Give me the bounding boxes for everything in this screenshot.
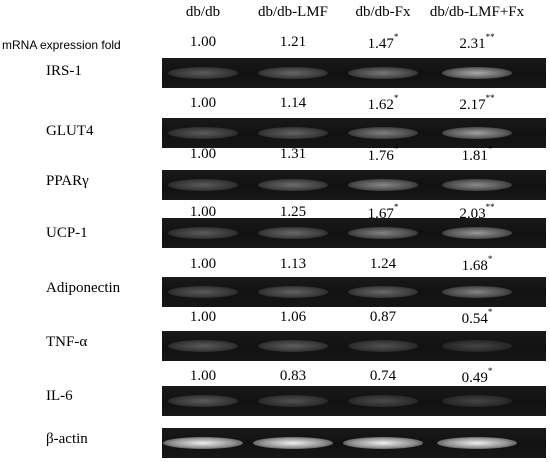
actin-band (163, 437, 243, 449)
gene-label: UCP-1 (46, 225, 88, 241)
fold-value: 2.17** (459, 93, 495, 113)
actin-band (253, 437, 333, 449)
gel-lane-strip (162, 58, 546, 88)
fold-value: 0.54* (461, 307, 493, 327)
gel-lane-strip (162, 118, 546, 148)
gel-band (348, 286, 418, 298)
loading-control-strip (162, 428, 546, 458)
gel-band (442, 227, 512, 239)
gel-band (168, 67, 238, 79)
fold-value: 1.25 (279, 204, 307, 220)
gene-label: Adiponectin (46, 280, 121, 296)
fold-value: 1.00 (189, 146, 217, 162)
column-header: db/db-Fx (355, 4, 411, 20)
gel-lane-strip (162, 277, 546, 307)
gel-band (442, 127, 512, 139)
gel-band (258, 227, 328, 239)
gel-band (442, 340, 512, 352)
significance-mark: ** (485, 32, 495, 42)
significance-mark: * (487, 144, 493, 154)
significance-mark: ** (485, 93, 495, 103)
gene-label: GLUT4 (46, 123, 94, 139)
fold-value: 1.00 (189, 204, 217, 220)
gel-band (168, 227, 238, 239)
gel-lane-strip (162, 170, 546, 200)
significance-mark: * (487, 307, 493, 317)
gel-band (168, 340, 238, 352)
gene-label: IL-6 (46, 388, 73, 404)
gene-label: PPARγ (46, 173, 89, 189)
gel-band (168, 395, 238, 407)
fold-value: 1.68* (461, 254, 493, 274)
mrna-expression-fold-label: mRNA expression fold (2, 38, 121, 52)
gel-band (348, 227, 418, 239)
fold-value: 0.74 (369, 368, 397, 384)
significance-mark: * (393, 93, 399, 103)
gel-band (168, 286, 238, 298)
significance-mark: * (393, 202, 399, 212)
actin-band (343, 437, 423, 449)
fold-value: 1.81* (461, 144, 493, 164)
column-header: db/db-LMF (257, 4, 328, 20)
gel-band (348, 67, 418, 79)
fold-value: 1.31 (279, 146, 307, 162)
gel-lane-strip (162, 386, 546, 416)
actin-band (437, 437, 517, 449)
significance-mark: * (487, 366, 493, 376)
gel-band (258, 395, 328, 407)
gel-band (258, 179, 328, 191)
gel-band (258, 286, 328, 298)
gel-band (348, 179, 418, 191)
gel-band (168, 127, 238, 139)
significance-mark: ** (485, 202, 495, 212)
gel-band (442, 179, 512, 191)
fold-value: 1.13 (279, 256, 307, 272)
gene-label: IRS-1 (46, 63, 82, 79)
gel-band (258, 127, 328, 139)
fold-value: 1.76* (367, 144, 399, 164)
gel-band (258, 67, 328, 79)
gel-band (168, 179, 238, 191)
gene-label: TNF-α (46, 334, 88, 350)
fold-value: 1.00 (189, 95, 217, 111)
gel-band (442, 395, 512, 407)
significance-mark: * (393, 32, 399, 42)
column-header: db/db-LMF+Fx (429, 4, 525, 20)
fold-value: 0.87 (369, 309, 397, 325)
fold-value: 1.06 (279, 309, 307, 325)
gel-lane-strip (162, 218, 546, 248)
gel-band (348, 340, 418, 352)
fold-value: 1.21 (279, 34, 307, 50)
fold-value: 1.00 (189, 309, 217, 325)
fold-value: 1.24 (369, 256, 397, 272)
significance-mark: * (487, 254, 493, 264)
fold-value: 2.31** (459, 32, 495, 52)
gel-band (348, 395, 418, 407)
gel-band (258, 340, 328, 352)
significance-mark: * (393, 144, 399, 154)
fold-value: 1.47* (367, 32, 399, 52)
fold-value: 1.00 (189, 34, 217, 50)
loading-control-label: β-actin (46, 431, 88, 447)
gel-lane-strip (162, 331, 546, 361)
gel-band (348, 127, 418, 139)
fold-value: 1.14 (279, 95, 307, 111)
fold-value: 0.83 (279, 368, 307, 384)
fold-value: 1.62* (367, 93, 399, 113)
gel-band (442, 286, 512, 298)
column-header: db/db (185, 4, 221, 20)
fold-value: 1.00 (189, 368, 217, 384)
gel-band (442, 67, 512, 79)
fold-value: 0.49* (461, 366, 493, 386)
fold-value: 1.00 (189, 256, 217, 272)
